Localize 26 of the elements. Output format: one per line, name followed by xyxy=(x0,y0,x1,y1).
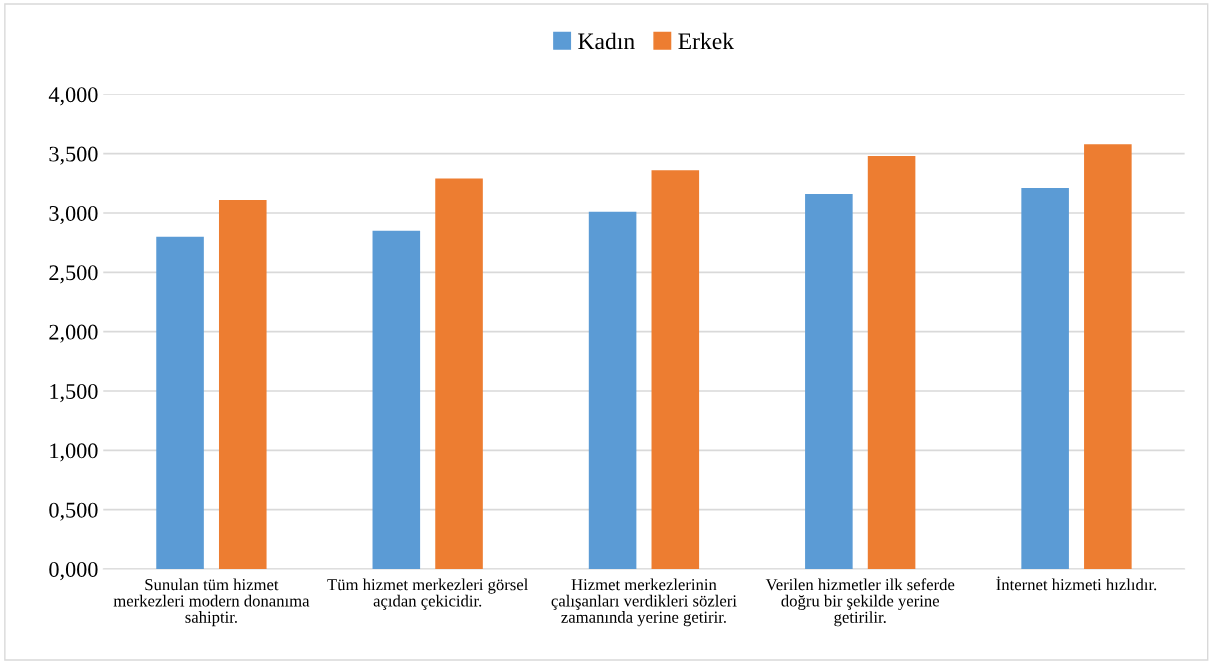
y-tick-label: 1,500 xyxy=(50,383,98,403)
x-tick-label: İnternet hizmeti hızlıdır. xyxy=(996,576,1157,591)
x-tick-label: Hizmet merkezlerinin çalışanları verdikleri sözleri zamanında yerine getirir. xyxy=(551,578,737,627)
bar xyxy=(867,156,916,570)
y-tick-label: 0,000 xyxy=(49,561,98,581)
x-tick-label: Sunulan tüm hizmet merkezleri modern donanıma sahiptir. xyxy=(113,578,310,627)
legend-label: Kadın xyxy=(578,32,635,50)
x-tick-label: Tüm hizmet merkezleri görsel açıdan çekicidir. xyxy=(327,578,528,610)
bar xyxy=(805,193,853,570)
y-tick-label: 0,500 xyxy=(49,502,98,521)
y-tick-label: 3,000 xyxy=(49,205,98,225)
bar xyxy=(372,230,421,570)
y-tick-label: 2,500 xyxy=(49,265,98,284)
bar xyxy=(218,199,267,570)
y-tick-label: 4,000 xyxy=(48,87,98,106)
y-tick-label: 3,500 xyxy=(49,146,98,165)
x-tick-label: Verilen hizmetler ilk seferde doğru bir şekilde yerine getirilir. xyxy=(765,578,955,627)
bar xyxy=(156,236,204,570)
bar xyxy=(435,178,483,570)
bar xyxy=(1084,144,1132,570)
bar xyxy=(588,211,637,570)
bar xyxy=(651,170,700,570)
legend-label: Erkek xyxy=(678,32,735,50)
y-tick-label: 2,000 xyxy=(49,324,98,343)
y-tick-label: 1,000 xyxy=(50,443,98,462)
bar xyxy=(1021,188,1069,570)
